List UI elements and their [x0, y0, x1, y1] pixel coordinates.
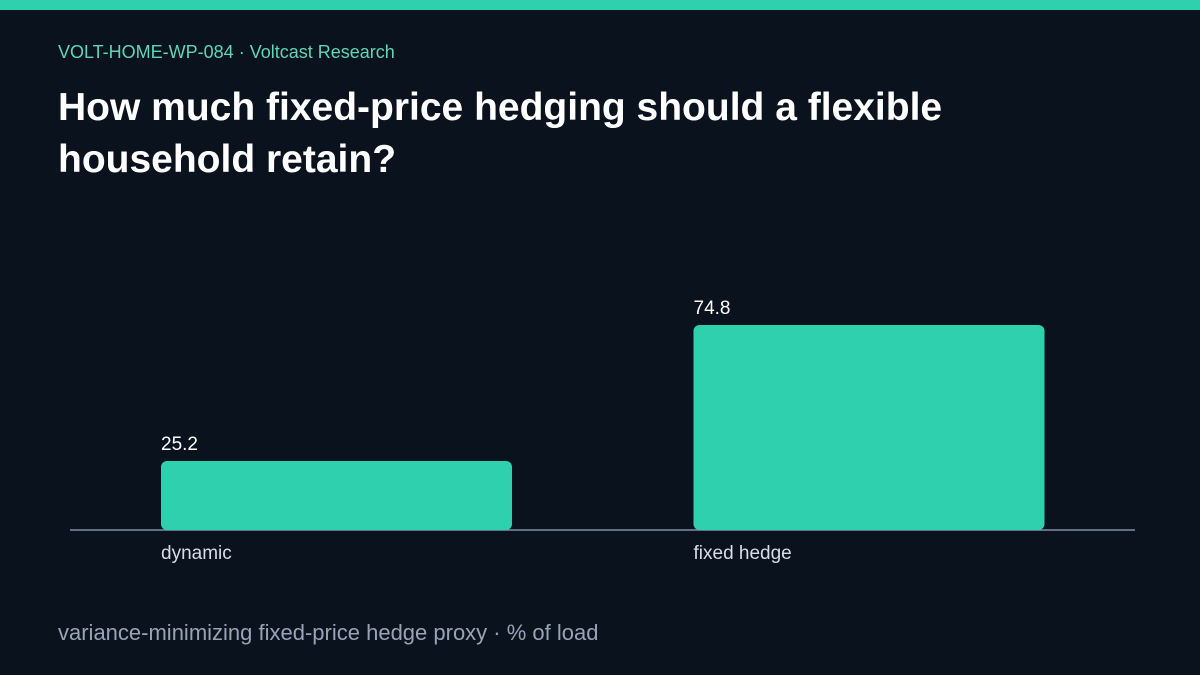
x-tick-label: dynamic: [161, 543, 232, 564]
value-label: 25.2: [161, 434, 198, 455]
bar: [161, 460, 512, 530]
header: VOLT-HOME-WP-084 · Voltcast Research: [58, 42, 395, 62]
caption: variance-minimizing fixed-price hedge pr…: [58, 620, 599, 645]
chart-title: How much fixed-price hedging should a fl…: [58, 86, 943, 181]
bar: [693, 325, 1045, 530]
value-label: 74.8: [694, 298, 731, 319]
x-tick-label: fixed hedge: [694, 543, 792, 564]
accent-bar: [0, 0, 1200, 10]
